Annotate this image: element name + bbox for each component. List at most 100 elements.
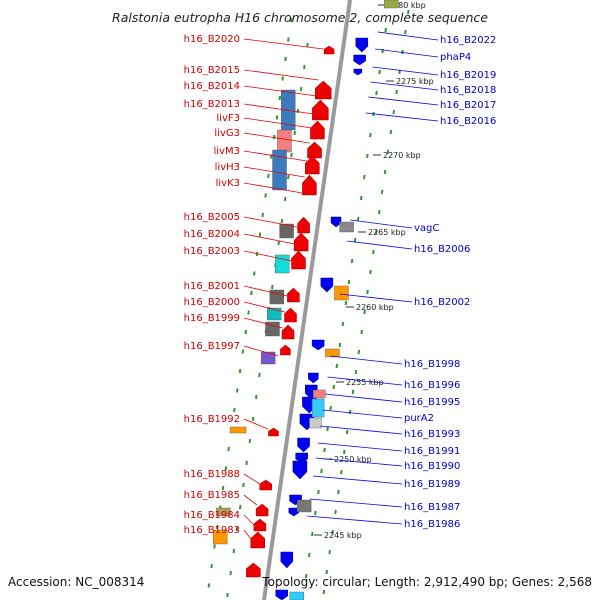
gene-leader-line bbox=[243, 233, 295, 245]
scale-tick bbox=[366, 153, 369, 159]
feature-block bbox=[279, 223, 294, 239]
forward-gene-arrow bbox=[255, 503, 269, 517]
reverse-gene-arrow bbox=[292, 460, 308, 480]
gene-label-right: h16_B1995 bbox=[404, 397, 460, 408]
forward-gene-arrow bbox=[280, 344, 291, 356]
scale-tick bbox=[258, 232, 262, 237]
scale-tick bbox=[326, 426, 329, 432]
scale-tick bbox=[328, 549, 331, 555]
forward-gene-arrow bbox=[268, 427, 279, 437]
gene-leader-line bbox=[347, 240, 413, 250]
scale-tick bbox=[342, 449, 346, 455]
feature-block bbox=[212, 529, 228, 545]
forward-gene-arrow bbox=[297, 216, 310, 234]
gene-leader-line bbox=[243, 117, 312, 129]
gene-label-left: h16_B1997 bbox=[184, 341, 240, 352]
gene-leader-line bbox=[324, 393, 403, 403]
gene-leader-line bbox=[243, 317, 283, 329]
gene-label-left: livM3 bbox=[214, 146, 240, 157]
scale-tick bbox=[233, 407, 236, 413]
reverse-gene-arrow bbox=[353, 54, 366, 66]
gene-label-left: h16_B1988 bbox=[184, 469, 240, 480]
feature-block bbox=[384, 0, 399, 9]
feature-block bbox=[334, 285, 349, 301]
gene-label-right: h16_B2018 bbox=[440, 85, 496, 96]
scale-tick bbox=[224, 466, 228, 471]
gene-leader-line bbox=[339, 293, 413, 303]
scale-tick bbox=[280, 218, 284, 224]
gene-label-right: h16_B1990 bbox=[404, 461, 460, 472]
scale-tick bbox=[311, 531, 314, 537]
forward-gene-arrow bbox=[323, 45, 335, 55]
scale-tick bbox=[252, 271, 256, 276]
gene-leader-line bbox=[372, 66, 439, 76]
gene-leader-line bbox=[243, 494, 258, 506]
scale-tick bbox=[377, 209, 381, 215]
gene-label-left: livG3 bbox=[214, 128, 240, 139]
gene-label-left: h16_B1999 bbox=[184, 313, 240, 324]
gene-leader-line bbox=[243, 85, 317, 97]
scale-tick bbox=[227, 446, 230, 452]
gene-label-right: h16_B1986 bbox=[404, 519, 460, 530]
gene-leader-line bbox=[317, 442, 403, 452]
gene-leader-line bbox=[370, 81, 439, 91]
gene-leader-line bbox=[313, 475, 403, 485]
scale-tick bbox=[375, 229, 378, 235]
reverse-gene-arrow bbox=[330, 216, 342, 228]
gene-label-left: h16_B2020 bbox=[184, 34, 240, 45]
gene-leader-line bbox=[309, 498, 403, 508]
scale-tick bbox=[296, 108, 300, 114]
feature-block bbox=[289, 591, 304, 600]
page-title: Ralstonia eutropha H16 chromosome 2, com… bbox=[112, 10, 488, 25]
gene-label-right: h16_B2017 bbox=[440, 100, 496, 111]
gene-leader-line bbox=[320, 425, 403, 435]
scale-tick bbox=[347, 279, 351, 285]
gene-label-left: h16_B1984 bbox=[184, 510, 240, 521]
scale-tick bbox=[331, 529, 334, 535]
scale-label: 2250 kbp bbox=[334, 455, 372, 464]
reverse-gene-arrow bbox=[355, 37, 369, 53]
scale-label: 2270 kbp bbox=[383, 151, 421, 160]
scale-tick bbox=[251, 416, 255, 422]
scale-tick bbox=[207, 583, 211, 588]
gene-leader-line bbox=[307, 515, 403, 525]
scale-tick bbox=[357, 349, 361, 355]
forward-gene-arrow bbox=[310, 120, 325, 140]
forward-gene-arrow bbox=[281, 324, 295, 340]
gene-label-right: h16_B1996 bbox=[404, 380, 460, 391]
gene-label-right: h16_B1991 bbox=[404, 446, 460, 457]
scale-label: 2275 kbp bbox=[396, 77, 434, 86]
scale-tick bbox=[290, 152, 293, 158]
forward-gene-arrow bbox=[287, 287, 300, 303]
scale-tick bbox=[221, 485, 225, 491]
feature-block bbox=[272, 149, 287, 191]
scale-tick bbox=[304, 573, 308, 579]
scale-tick bbox=[372, 249, 375, 255]
scale-tick bbox=[284, 56, 287, 62]
feature-block bbox=[216, 507, 231, 517]
scale-tick bbox=[337, 489, 340, 495]
scale-tick bbox=[356, 216, 360, 222]
scale-tick bbox=[401, 49, 404, 55]
scale-tick bbox=[369, 132, 372, 138]
reverse-gene-arrow bbox=[280, 551, 294, 569]
gene-leader-line bbox=[243, 132, 310, 144]
gene-label-left: h16_B2004 bbox=[184, 229, 240, 240]
forward-gene-arrow bbox=[246, 562, 261, 578]
gene-leader-line bbox=[315, 457, 403, 467]
gene-label-left: h16_B2005 bbox=[184, 212, 240, 223]
gene-leader-line bbox=[327, 376, 403, 386]
scale-tick bbox=[359, 195, 363, 201]
gene-leader-line bbox=[243, 150, 307, 162]
scale-label: 2260 kbp bbox=[356, 303, 394, 312]
gene-leader-line bbox=[365, 112, 439, 122]
scale-tick bbox=[323, 447, 326, 453]
scale-tick bbox=[335, 363, 339, 369]
scale-tick bbox=[283, 196, 287, 202]
scale-tick bbox=[254, 394, 258, 400]
scale-tick bbox=[386, 149, 390, 155]
scale-tick bbox=[261, 212, 265, 218]
gene-label-right: h16_B2016 bbox=[440, 116, 496, 127]
feature-block bbox=[296, 499, 312, 513]
scale-label: 2255 kbp bbox=[346, 378, 384, 387]
